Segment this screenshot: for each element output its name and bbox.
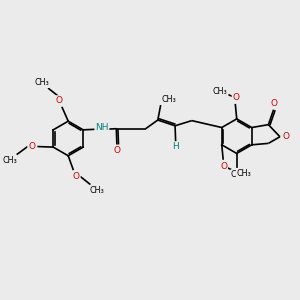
Text: CH₃: CH₃ <box>213 87 228 96</box>
Text: O: O <box>28 142 35 151</box>
Text: O: O <box>271 99 278 108</box>
Text: CH₃: CH₃ <box>161 95 176 104</box>
Text: CH₃: CH₃ <box>35 78 50 87</box>
Text: O: O <box>56 96 62 105</box>
Text: O: O <box>220 162 227 171</box>
Text: CH₃: CH₃ <box>237 169 251 178</box>
Text: O: O <box>232 93 239 102</box>
Text: NH: NH <box>95 123 109 132</box>
Text: CH₃: CH₃ <box>230 170 245 179</box>
Text: CH₃: CH₃ <box>89 186 104 195</box>
Text: O: O <box>114 146 121 155</box>
Text: H: H <box>172 142 179 151</box>
Text: O: O <box>283 132 290 141</box>
Text: O: O <box>73 172 80 181</box>
Text: CH₃: CH₃ <box>2 156 17 165</box>
